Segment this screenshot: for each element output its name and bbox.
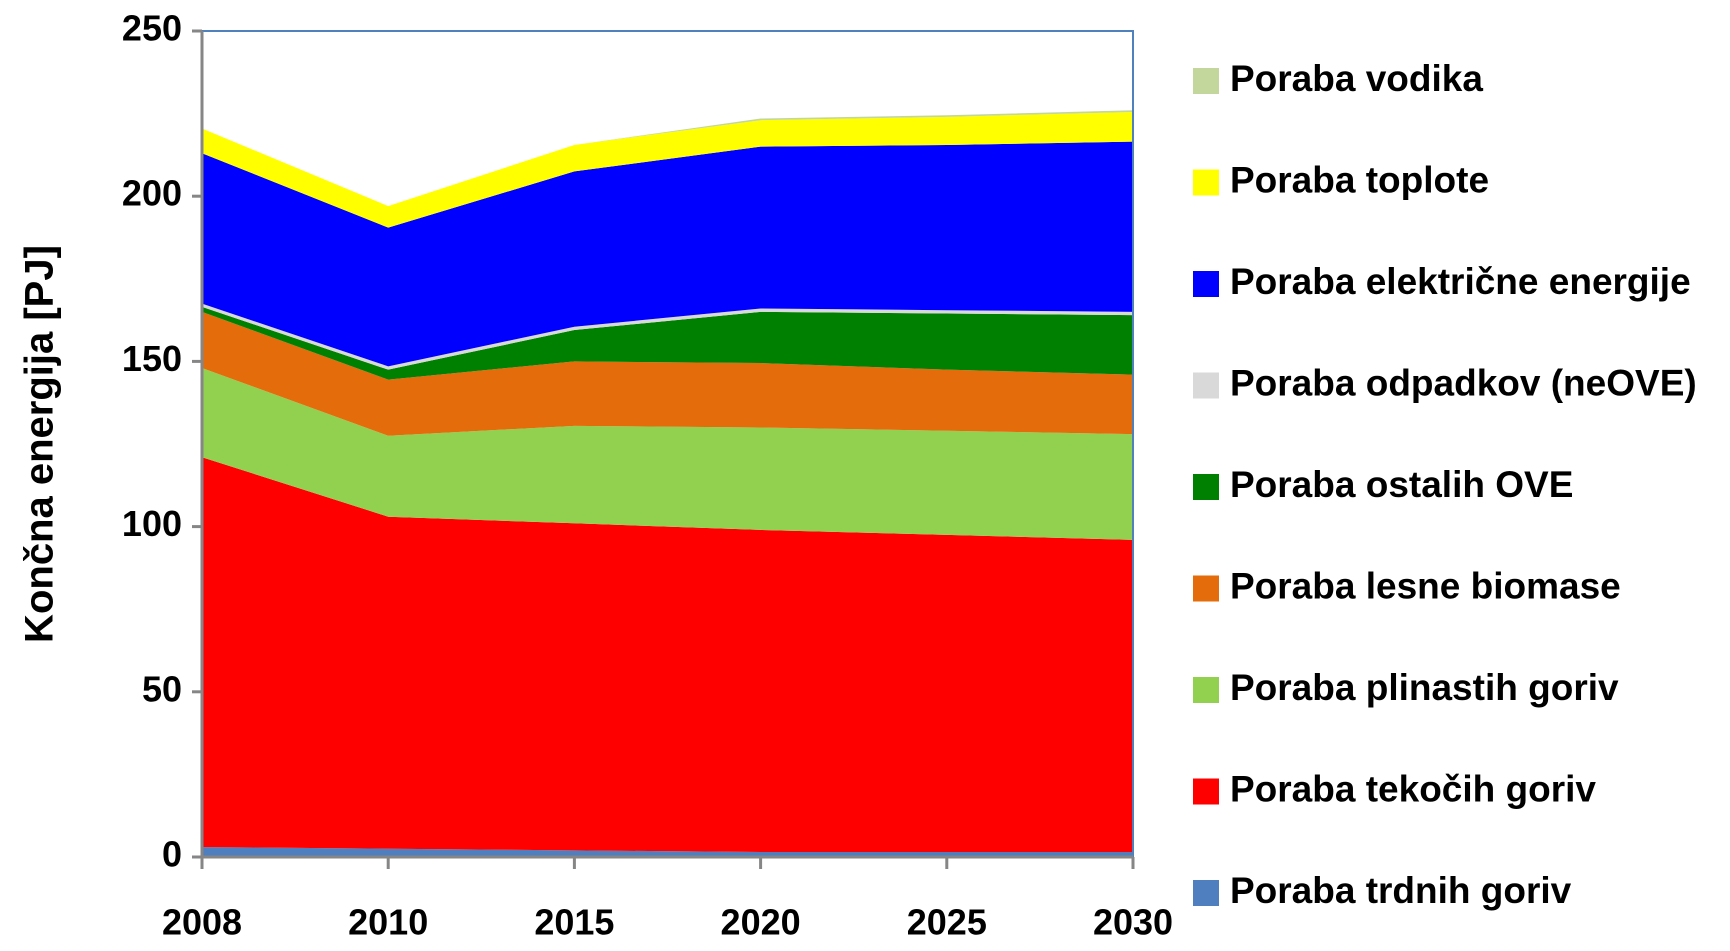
legend-label: Poraba odpadkov (neOVE) xyxy=(1230,362,1697,403)
legend-swatch xyxy=(1193,677,1219,703)
legend-label: Poraba električne energije xyxy=(1230,261,1691,302)
y-tick-label: 250 xyxy=(122,8,182,49)
legend-swatch xyxy=(1193,880,1219,906)
y-tick-label: 50 xyxy=(142,668,182,709)
x-tick-label: 2030 xyxy=(1093,902,1173,943)
x-tick-label: 2008 xyxy=(162,902,242,943)
area xyxy=(202,457,1133,853)
legend-swatch xyxy=(1193,474,1219,500)
x-tick-label: 2025 xyxy=(907,902,987,943)
x-tick-label: 2020 xyxy=(721,902,801,943)
y-tick-label: 200 xyxy=(122,173,182,214)
x-tick-label: 2010 xyxy=(348,902,428,943)
legend-label: Poraba toplote xyxy=(1230,159,1489,200)
area xyxy=(202,311,1133,436)
area xyxy=(202,368,1133,540)
legend-swatch xyxy=(1193,169,1219,196)
x-tick-label: 2015 xyxy=(534,902,614,943)
area xyxy=(202,847,1133,857)
legend-swatch xyxy=(1193,372,1219,399)
legend-label: Poraba vodika xyxy=(1230,58,1483,99)
legend-label: Poraba plinastih goriv xyxy=(1230,667,1619,708)
area xyxy=(202,141,1133,367)
area xyxy=(202,111,1133,228)
legend-swatch xyxy=(1193,68,1219,94)
y-tick-label: 0 xyxy=(162,834,182,875)
y-axis-label: Končna energija [PJ] xyxy=(18,245,62,643)
legend-label: Poraba lesne biomase xyxy=(1230,565,1621,606)
y-tick-label: 100 xyxy=(122,503,182,544)
legend-label: Poraba ostalih OVE xyxy=(1230,464,1573,505)
legend-swatch xyxy=(1193,271,1219,297)
area xyxy=(202,306,1133,380)
legend-label: Poraba trdnih goriv xyxy=(1230,870,1572,911)
legend-label: Poraba tekočih goriv xyxy=(1230,768,1596,809)
legend-swatch xyxy=(1193,778,1219,805)
legend-swatch xyxy=(1193,575,1219,602)
y-tick-label: 150 xyxy=(122,338,182,379)
